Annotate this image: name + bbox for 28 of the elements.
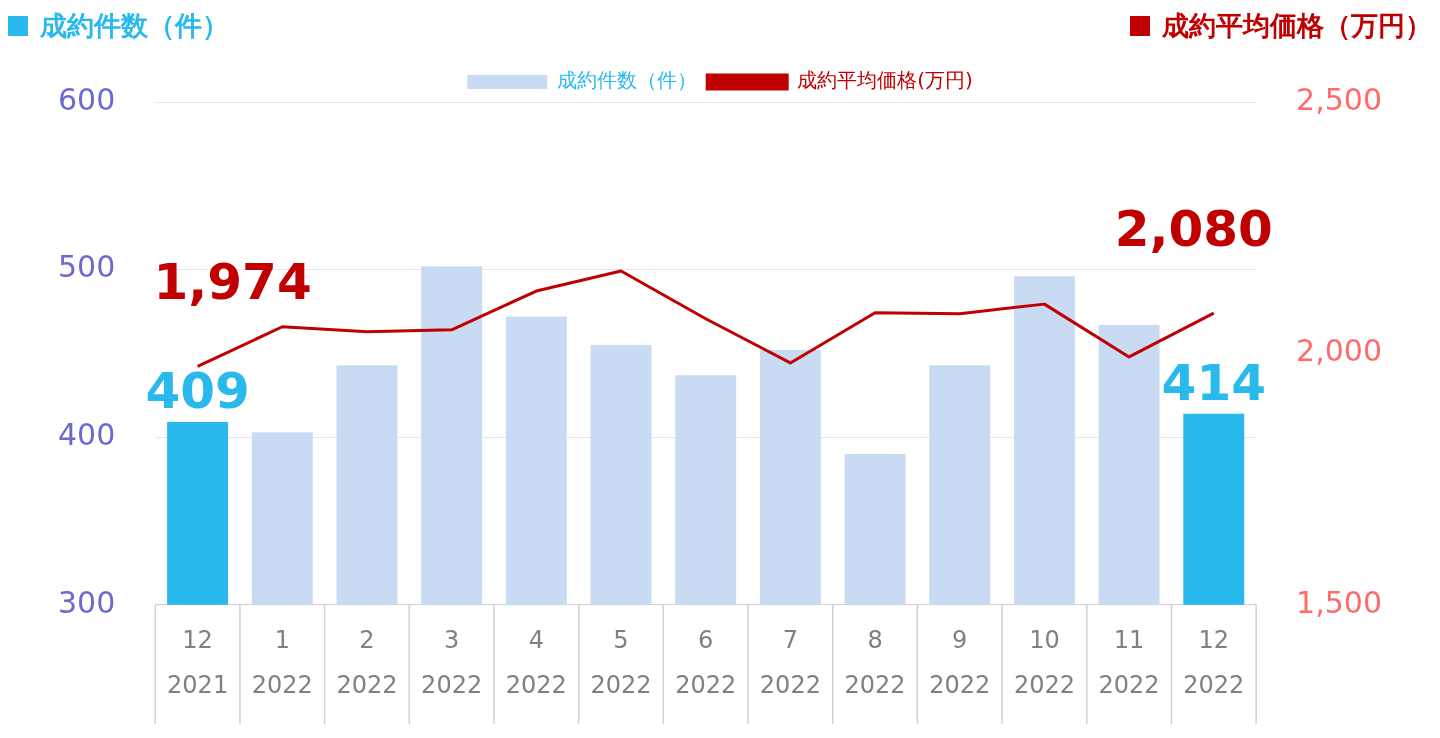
x-tick-label: 4 2022 [505,625,567,700]
y2-tick-label: 2,500 [1296,81,1383,117]
y-tick-label: 400 [58,417,116,452]
data-label: 1,974 [153,253,312,312]
y-tick-label: 300 [58,584,116,620]
y2-tick-label: 1,500 [1296,584,1383,620]
x-tick-label: 9 2022 [929,625,991,700]
x-tick-label: 7 2022 [759,625,821,700]
y2-tick-label: 2,000 [1296,333,1383,369]
x-tick-label: 12 2021 [167,625,229,700]
x-tick-label: 2 2022 [336,625,398,700]
x-tick-label: 5 2022 [590,625,652,700]
x-tick-label: 10 2022 [1013,625,1075,700]
x-tick-label: 11 2022 [1098,625,1160,700]
x-tick-label: 1 2022 [251,625,313,700]
y-tick-label: 500 [58,249,116,285]
x-tick-label: 6 2022 [675,625,737,700]
data-label: 414 [1161,353,1266,412]
x-tick-label: 8 2022 [844,625,906,700]
legend-label: 成約件数（件） [557,68,698,93]
legend-label: 成約平均価格(万円) [797,68,973,93]
data-label: 409 [145,362,250,421]
y2-axis-title: 成約平均価格（万円） [1162,9,1432,43]
x-tick-label: 3 2022 [421,625,483,700]
x-tick-label: 12 2022 [1183,625,1245,700]
data-label: 2,080 [1114,200,1273,259]
y-tick-label: 600 [58,81,116,117]
y-axis-title: 成約件数（件） [40,9,229,43]
